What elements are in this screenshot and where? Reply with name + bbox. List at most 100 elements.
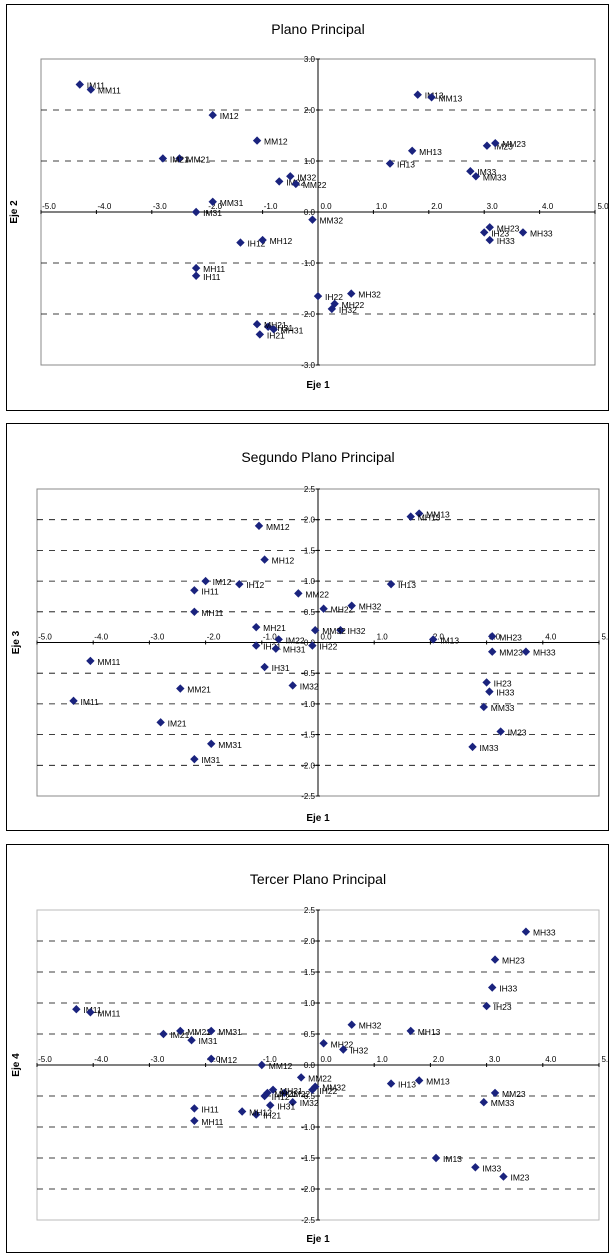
chart1-point-im22 [275,177,284,186]
chart1-x-tick-label: -1.0 [264,202,278,211]
chart2-point-label: IH11 [201,586,219,596]
chart2-x-axis-label: Eje 1 [306,813,330,824]
chart2-y-tick-label: 0.5 [304,608,316,617]
chart1-y-tick-label: 0.0 [304,208,316,217]
chart2-point-label: IM31 [201,755,220,765]
chart1-x-axis-label: Eje 1 [306,380,330,391]
chart1-point-label: IH12 [247,239,265,249]
chart2-point-mm22 [294,589,303,598]
chart2-point-label: MH32 [359,602,382,612]
chart1-point-label: IM31 [203,208,222,218]
chart1-point-label: MH23 [497,223,520,233]
chart3-point-label: IM12 [218,1055,237,1065]
chart2-point-label: IH33 [496,688,514,698]
chart1-point-ih11 [191,271,201,280]
chart2-title: Segundo Plano Principal [241,449,394,465]
chart1-point-label: IM32 [297,172,316,182]
chart2-point-label: MM31 [218,740,242,750]
chart1-point-mm11 [86,85,96,94]
chart1-point-label: MM21 [187,154,211,164]
chart-panel-2: -5.0-4.0-3.0-2.0-1.00.01.02.03.04.05.0-2… [6,423,609,831]
chart1-point-label: IH31 [275,323,293,333]
chart2-point-label: MH13 [418,513,441,523]
chart3-point-label: MM32 [322,1083,346,1093]
chart1-point-mm22 [291,179,301,189]
chart1-point-mh13 [407,146,417,155]
chart3-point-ih12 [260,1091,269,1101]
chart3-y-tick-label: 1.5 [304,968,316,977]
chart2-point-label: IM12 [213,577,232,587]
chart3-x-tick-label: 5.0 [601,1055,608,1064]
chart2-point-label: IM32 [300,681,319,691]
chart1-title: Plano Principal [271,21,364,37]
chart2-point-label: IH31 [272,663,290,673]
chart3-y-tick-label: 2.0 [304,937,316,946]
chart3-point-mm23 [490,1088,500,1098]
chart2-point-label: MM22 [305,589,329,599]
chart3-point-label: MH13 [418,1027,441,1037]
chart2-x-tick-label: 1.0 [377,633,389,642]
chart2-y-tick-label: 2.5 [304,485,316,494]
chart1-point-label: MH21 [264,320,287,330]
chart2-x-tick-label: -3.0 [151,633,165,642]
chart2-point-label: IM33 [480,743,499,753]
chart2-point-label: MH23 [499,632,522,642]
chart1-point-ih32 [327,304,337,314]
chart1-point-label: IH23 [491,228,509,238]
chart1-x-tick-label: 5.0 [597,202,608,211]
chart3-point-label: MH31 [280,1086,303,1096]
chart2-point-mh13 [406,512,415,521]
chart2-point-label: MH12 [272,556,295,566]
chart3-point-label: MM22 [308,1073,332,1083]
chart1-y-tick-label: -3.0 [301,361,315,370]
chart1-point-label: MH31 [281,325,304,335]
chart1-point-im32 [286,172,295,181]
scatter-chart-2: -5.0-4.0-3.0-2.0-1.00.01.02.03.04.05.0-2… [11,449,608,824]
chart3-y-tick-label: -0.5 [301,1092,315,1101]
chart1-point-label: IM13 [425,91,444,101]
chart3-point-label: MM13 [426,1077,450,1087]
chart1-point-label: MM31 [220,198,244,208]
chart-panel-1: -5.0 -4.0 -3.0 -2.0 -1.0 0.0 1.0 2.0 3.0 4.0 5.0 -3… [6,4,609,411]
chart3-y-tick-label: 1.0 [304,999,316,1008]
chart3-y-tick-label: -1.5 [301,1154,315,1163]
chart1-point-label: IH13 [397,160,415,170]
chart2-point-label: IM21 [168,718,187,728]
chart2-point-label: MM33 [491,703,515,713]
chart2-point-mm31 [207,739,216,749]
chart3-point-label: IM21 [170,1030,189,1040]
chart1-point-label: MM33 [483,172,507,182]
chart1-point-ih12 [236,238,245,247]
chart3-point-mm13 [414,1076,424,1085]
chart1-point-label: MM32 [319,216,343,226]
chart3-point-mh12 [237,1107,247,1116]
chart1-point-label: MH12 [270,236,293,246]
chart2-point-mm21 [176,684,185,693]
chart1-point-ih21 [255,330,265,339]
chart3-point-ih32 [339,1045,348,1054]
chart2-y-tick-label: 1.5 [304,546,316,555]
chart1-point-ih22 [313,291,323,301]
chart1-point-label: MH11 [203,264,225,274]
chart3-x-axis-label: Eje 1 [306,1234,330,1245]
chart2-point-im33 [468,742,477,752]
chart3-y-tick-label: -2.0 [301,1185,315,1194]
chart3-x-tick-label: 2.0 [433,1055,445,1064]
chart2-x-tick-label: 4.0 [545,633,557,642]
chart1-point-ih33 [485,235,494,245]
chart1-point-mm31 [208,197,217,206]
chart2-point-label: IH22 [319,642,337,652]
chart3-point-label: MH32 [359,1021,382,1031]
chart3-point-ih33 [488,983,497,992]
chart3-x-tick-label: -1.0 [263,1055,277,1064]
chart3-point-label: IM33 [482,1163,501,1173]
chart2-point-mh33 [521,647,531,656]
scatter-chart-3: -5.0 -4.0 -3.0 -2.0 -1.0 0.0 1.0 2.0 3.0 4.0 5.0 -2… [11,871,608,1245]
chart2-x-tick-label: 5.0 [601,633,608,642]
chart3-point-im21 [159,1029,168,1039]
chart1-point-mm23 [491,138,500,148]
chart1-point-label: MM22 [303,180,327,190]
chart1-x-tick-label: 0.0 [320,202,332,211]
chart2-point-label: MM32 [322,626,346,636]
chart1-point-mh32 [347,289,356,298]
